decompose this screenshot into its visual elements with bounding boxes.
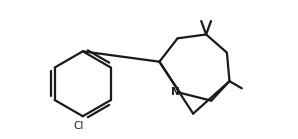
Text: Cl: Cl xyxy=(74,121,84,131)
Text: N: N xyxy=(171,87,180,97)
